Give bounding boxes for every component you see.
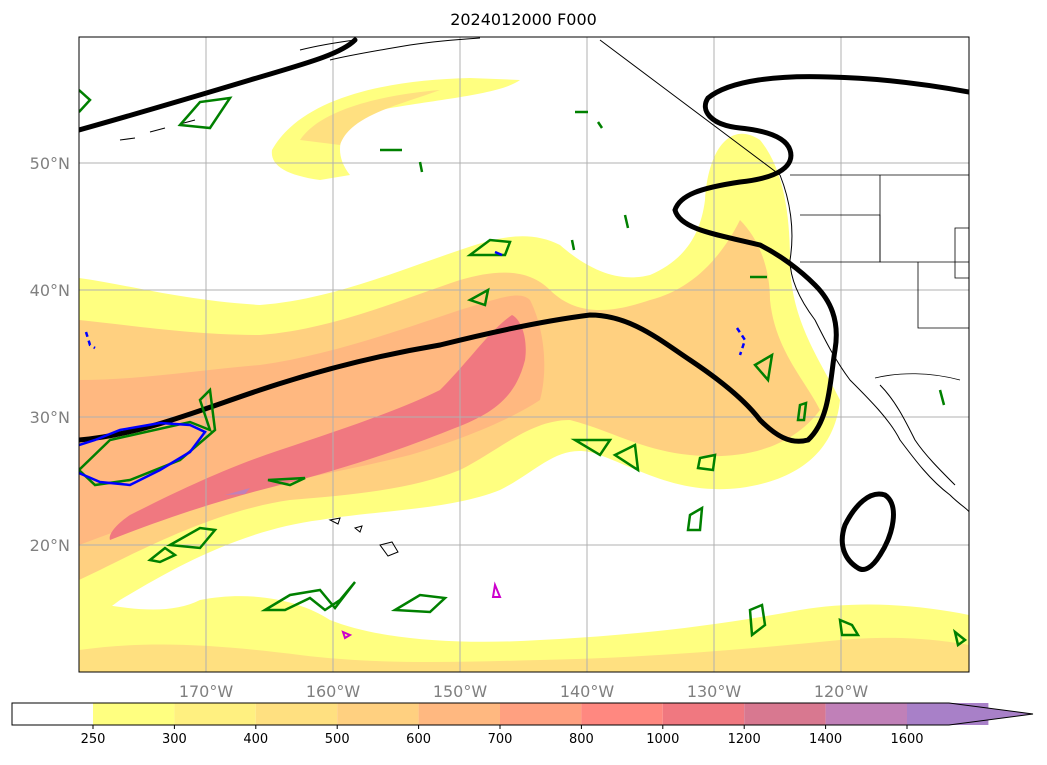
shade-south-band-inner <box>79 637 969 672</box>
colorbar-extend-arrow <box>907 703 1033 725</box>
colorbar-tick-label: 600 <box>406 732 431 747</box>
lon-label-130w: 130°W <box>687 682 742 701</box>
lon-label-150w: 150°W <box>433 682 488 701</box>
shade-north-band-inner <box>300 90 440 145</box>
lat-label-50: 50°N <box>30 154 70 173</box>
lat-label-30: 30°N <box>30 408 70 427</box>
colorbar-segment <box>174 703 256 725</box>
colorbar-tick-label: 300 <box>162 732 187 747</box>
heavy-contours <box>79 37 969 572</box>
colorbar-segment <box>337 703 419 725</box>
blue-contours <box>79 250 747 487</box>
colorbar-segment <box>581 703 663 725</box>
shade-river-core <box>109 315 526 540</box>
heavy-contour-loop <box>839 491 896 572</box>
colorbar-segment <box>93 703 175 725</box>
colorbar-tick-label: 500 <box>325 732 350 747</box>
colorbar-segment <box>500 703 582 725</box>
lat-labels: 50°N 40°N 30°N 20°N <box>30 154 70 555</box>
magenta-contours <box>341 581 502 640</box>
baja-coast <box>879 384 956 486</box>
colorbar-tick-label: 1400 <box>809 732 842 747</box>
colorbar-tick-label: 400 <box>243 732 268 747</box>
green-contours <box>79 89 968 648</box>
colorbar-tick-label: 250 <box>81 732 106 747</box>
map-title: 2024012000 F000 <box>450 10 597 29</box>
colorbar-segment <box>255 703 338 725</box>
heavy-contour-main <box>79 74 969 444</box>
lon-labels: 170°W 160°W 150°W 140°W 130°W 120°W <box>179 682 869 701</box>
colorbar-segment <box>825 703 907 725</box>
lon-label-170w: 170°W <box>179 682 234 701</box>
colorbar-segment <box>418 703 500 725</box>
colorbar-segment-under <box>12 703 93 725</box>
heavy-contour-north <box>79 37 358 133</box>
borders <box>790 174 969 381</box>
map-frame <box>78 36 970 673</box>
colorbar-tick-label: 1000 <box>646 732 679 747</box>
hawaii <box>328 517 399 557</box>
west-coast <box>779 174 969 513</box>
lon-label-140w: 140°W <box>560 682 615 701</box>
colorbar-tick-label: 1600 <box>890 732 923 747</box>
shade-river-inner <box>79 295 545 545</box>
blue-contour-dashed <box>735 327 747 356</box>
shade-river-peak <box>225 488 250 495</box>
lat-label-40: 40°N <box>30 281 70 300</box>
map-content <box>79 37 969 672</box>
colorbar-tick-label: 700 <box>488 732 513 747</box>
lat-label-20: 20°N <box>30 536 70 555</box>
colorbar-outline <box>11 702 1034 726</box>
lon-label-120w: 120°W <box>814 682 869 701</box>
colorbar-segment <box>744 703 826 725</box>
colorbar-tick-label: 1200 <box>728 732 761 747</box>
lon-label-160w: 160°W <box>306 682 361 701</box>
colorbar: 250 300 400 500 600 700 800 1000 1200 1400 1600 <box>11 702 1034 747</box>
shade-north-band <box>271 78 520 180</box>
graticule <box>79 37 969 672</box>
colorbar-segment <box>662 703 745 725</box>
colorbar-tick-label: 800 <box>569 732 594 747</box>
coastlines <box>119 37 969 557</box>
blue-contour-west <box>79 421 207 487</box>
